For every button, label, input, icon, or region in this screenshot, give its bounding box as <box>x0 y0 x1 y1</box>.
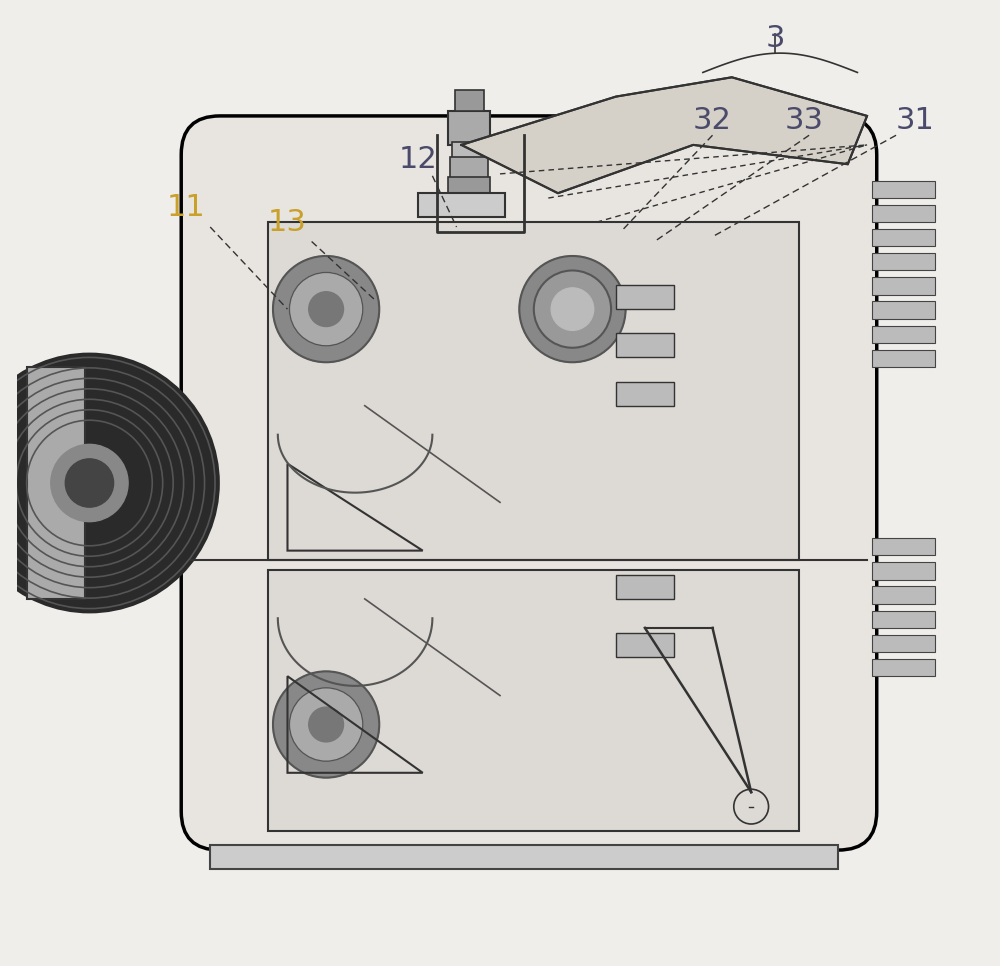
Circle shape <box>551 288 594 330</box>
Text: 13: 13 <box>268 208 307 237</box>
Circle shape <box>519 256 626 362</box>
Circle shape <box>289 688 363 761</box>
Bar <box>268 570 799 831</box>
Bar <box>616 575 674 599</box>
Circle shape <box>289 272 363 346</box>
Bar <box>872 326 935 343</box>
Bar <box>872 562 935 580</box>
Bar <box>616 333 674 357</box>
Bar <box>872 301 935 319</box>
Bar <box>27 367 85 599</box>
Bar <box>616 285 674 309</box>
Circle shape <box>273 256 379 362</box>
Circle shape <box>0 353 220 613</box>
Bar <box>418 193 505 217</box>
Bar <box>872 350 935 367</box>
Bar <box>872 205 935 222</box>
Bar <box>616 382 674 406</box>
Text: 33: 33 <box>785 106 824 135</box>
Bar <box>872 586 935 604</box>
Bar <box>450 157 488 179</box>
Circle shape <box>51 444 128 522</box>
Bar <box>872 181 935 198</box>
Bar <box>455 90 484 111</box>
Bar <box>872 659 935 676</box>
Bar <box>210 845 838 869</box>
Text: 11: 11 <box>167 193 205 222</box>
Bar <box>452 142 486 159</box>
FancyBboxPatch shape <box>181 116 877 850</box>
Bar <box>872 538 935 555</box>
Text: 12: 12 <box>399 145 437 174</box>
Bar <box>872 253 935 270</box>
Text: 3: 3 <box>766 24 785 53</box>
Circle shape <box>309 707 344 742</box>
Bar <box>872 635 935 652</box>
Text: 31: 31 <box>896 106 935 135</box>
Bar <box>448 111 490 145</box>
Circle shape <box>555 292 590 327</box>
Text: 32: 32 <box>693 106 732 135</box>
Circle shape <box>65 459 114 507</box>
Circle shape <box>273 671 379 778</box>
Bar <box>872 277 935 295</box>
Circle shape <box>536 272 609 346</box>
Bar <box>268 222 799 560</box>
Bar <box>448 177 490 196</box>
Bar <box>872 229 935 246</box>
Circle shape <box>309 292 344 327</box>
Polygon shape <box>461 77 867 193</box>
Bar <box>616 633 674 657</box>
Bar <box>872 611 935 628</box>
Circle shape <box>534 270 611 348</box>
